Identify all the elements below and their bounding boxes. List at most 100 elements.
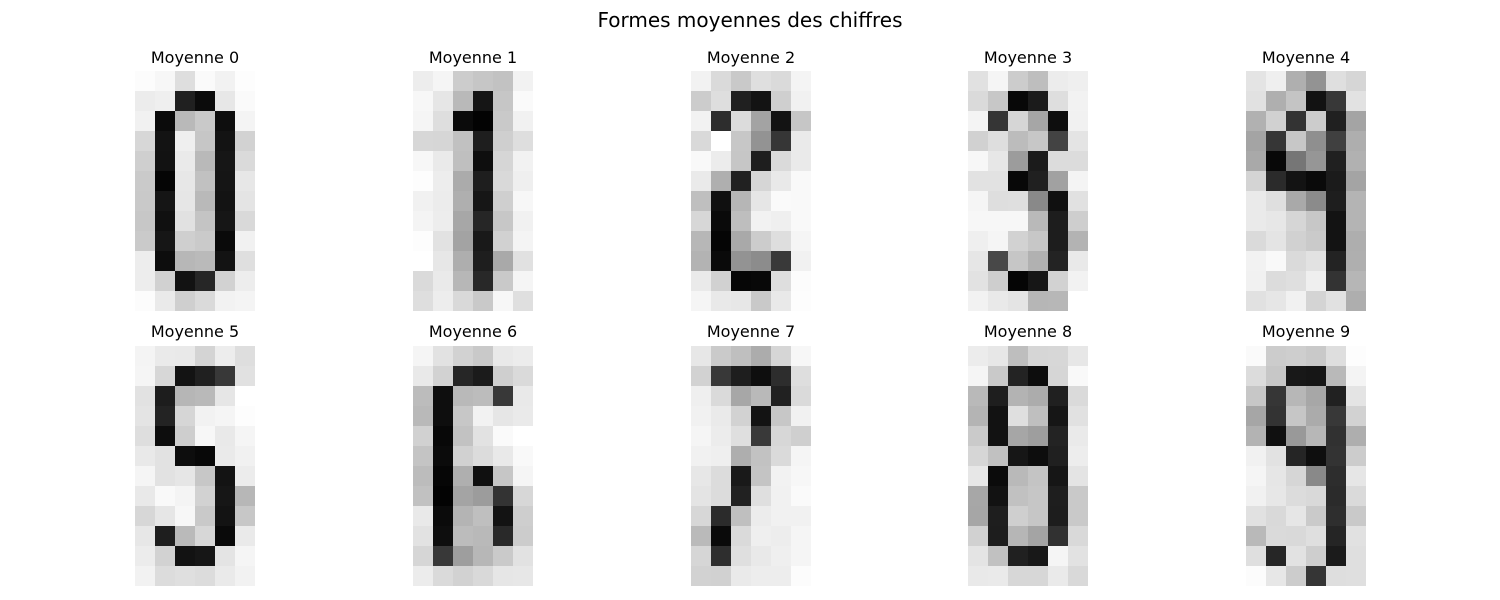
heatmap-cell: [215, 466, 236, 487]
heatmap-cell: [731, 251, 752, 272]
heatmap-cell: [513, 526, 533, 547]
heatmap-cell: [1306, 71, 1327, 92]
heatmap-cell: [473, 231, 494, 252]
heatmap-cell: [1326, 446, 1347, 467]
heatmap-cell: [968, 111, 989, 132]
heatmap-cell: [1326, 386, 1347, 407]
heatmap-cell: [433, 406, 454, 427]
heatmap-cell: [135, 446, 156, 467]
heatmap-cell: [691, 131, 712, 152]
heatmap-cell: [691, 191, 712, 212]
heatmap-cell: [1068, 271, 1088, 292]
heatmap-cell: [1266, 251, 1287, 272]
heatmap-cell: [1246, 131, 1267, 152]
heatmap-cell: [1286, 466, 1307, 487]
heatmap-cell: [413, 171, 434, 192]
heatmap-cell: [1048, 171, 1069, 192]
heatmap-cell: [1326, 251, 1347, 272]
heatmap-cell: [215, 191, 236, 212]
heatmap-cell: [1326, 486, 1347, 507]
heatmap-cell: [988, 271, 1009, 292]
heatmap-cell: [988, 151, 1009, 172]
heatmap-cell: [493, 346, 514, 367]
heatmap-cell: [1246, 366, 1267, 387]
heatmap-cell: [711, 231, 732, 252]
heatmap-cell: [968, 466, 989, 487]
heatmap-cell: [1048, 366, 1069, 387]
heatmap-cell: [1266, 406, 1287, 427]
heatmap-cell: [1246, 251, 1267, 272]
heatmap-mean-1: [413, 71, 533, 311]
heatmap-cell: [413, 191, 434, 212]
heatmap-cell: [1286, 386, 1307, 407]
heatmap-cell: [968, 271, 989, 292]
heatmap-cell: [175, 91, 196, 112]
heatmap-cell: [135, 211, 156, 232]
heatmap-cell: [135, 386, 156, 407]
heatmap-cell: [1346, 466, 1366, 487]
heatmap-cell: [1346, 486, 1366, 507]
heatmap-cell: [1306, 486, 1327, 507]
heatmap-cell: [1246, 191, 1267, 212]
heatmap-cell: [135, 526, 156, 547]
heatmap-cell: [215, 506, 236, 527]
heatmap-cell: [771, 366, 792, 387]
heatmap-cell: [175, 111, 196, 132]
heatmap-cell: [135, 171, 156, 192]
heatmap-cell: [1048, 506, 1069, 527]
heatmap-cell: [493, 291, 514, 311]
heatmap-cell: [791, 566, 811, 586]
heatmap-cell: [988, 366, 1009, 387]
heatmap-cell: [155, 446, 176, 467]
heatmap-cell: [155, 426, 176, 447]
heatmap-cell: [1028, 171, 1049, 192]
heatmap-cell: [195, 91, 216, 112]
heatmap-cell: [731, 191, 752, 212]
heatmap-cell: [1008, 506, 1029, 527]
heatmap-cell: [513, 366, 533, 387]
heatmap-cell: [1246, 426, 1267, 447]
heatmap-cell: [1246, 71, 1267, 92]
heatmap-cell: [1068, 346, 1088, 367]
heatmap-cell: [1008, 271, 1029, 292]
heatmap-cell: [1246, 506, 1267, 527]
heatmap-cell: [791, 231, 811, 252]
heatmap-cell: [155, 171, 176, 192]
heatmap-cell: [691, 466, 712, 487]
heatmap-cell: [1306, 506, 1327, 527]
heatmap-cell: [215, 231, 236, 252]
heatmap-cell: [215, 251, 236, 272]
heatmap-cell: [1306, 346, 1327, 367]
heatmap-cell: [1068, 171, 1088, 192]
heatmap-cell: [691, 526, 712, 547]
heatmap-cell: [1028, 211, 1049, 232]
heatmap-cell: [473, 566, 494, 586]
heatmap-cell: [1048, 446, 1069, 467]
heatmap-cell: [195, 111, 216, 132]
heatmap-cell: [711, 71, 732, 92]
heatmap-cell: [771, 191, 792, 212]
heatmap-cell: [751, 546, 772, 567]
heatmap-cell: [968, 171, 989, 192]
heatmap-cell: [731, 526, 752, 547]
heatmap-cell: [433, 251, 454, 272]
heatmap-cell: [1306, 191, 1327, 212]
heatmap-cell: [988, 71, 1009, 92]
heatmap-cell: [135, 406, 156, 427]
heatmap-cell: [493, 191, 514, 212]
heatmap-cell: [1028, 466, 1049, 487]
heatmap-cell: [1008, 446, 1029, 467]
heatmap-cell: [195, 291, 216, 311]
heatmap-cell: [1286, 151, 1307, 172]
heatmap-cell: [791, 366, 811, 387]
heatmap-cell: [493, 526, 514, 547]
heatmap-cell: [1266, 526, 1287, 547]
heatmap-cell: [473, 426, 494, 447]
heatmap-cell: [453, 386, 474, 407]
heatmap-cell: [1286, 171, 1307, 192]
heatmap-cell: [751, 506, 772, 527]
heatmap-cell: [791, 426, 811, 447]
heatmap-cell: [175, 231, 196, 252]
heatmap-cell: [731, 231, 752, 252]
heatmap-cell: [413, 271, 434, 292]
